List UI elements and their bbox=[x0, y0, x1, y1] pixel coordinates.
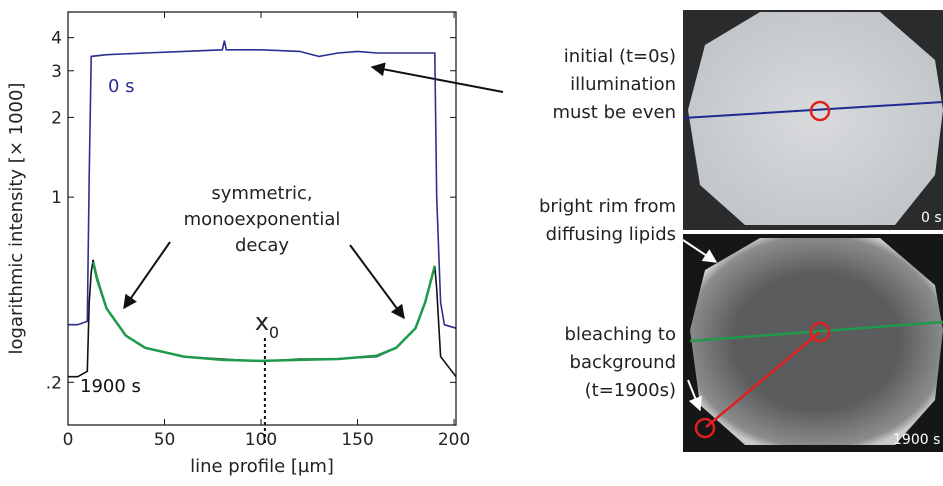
annotation: decay bbox=[235, 235, 289, 256]
image-label: 0 s bbox=[921, 210, 942, 226]
x-tick-label: 0 bbox=[63, 430, 74, 450]
profile-line bbox=[682, 101, 943, 119]
bleach-line bbox=[705, 331, 821, 428]
y-tick-label: 3 bbox=[51, 62, 62, 82]
y-axis-label: logarithmic intensity [× 1000] bbox=[6, 83, 27, 355]
annotation: illumination bbox=[570, 74, 676, 95]
annotation: initial (t=0s) bbox=[564, 46, 676, 67]
x-tick-label: 150 bbox=[341, 430, 373, 450]
x0-label: x bbox=[255, 308, 269, 336]
series-line bbox=[68, 40, 457, 329]
annotation: monoexponential bbox=[184, 209, 341, 230]
x-tick-label: 100 bbox=[245, 430, 277, 450]
y-tick-label: 4 bbox=[51, 29, 62, 49]
y-tick-label: 1 bbox=[51, 188, 62, 208]
arrow bbox=[370, 62, 504, 93]
annotation: bleaching to bbox=[565, 324, 676, 345]
center-marker bbox=[809, 321, 831, 343]
plot: 0 s 1900 s 0 50 100 150 200 .2 1 2 3 4 line profile … bbox=[6, 11, 470, 477]
annotation: must be even bbox=[552, 102, 676, 123]
background-marker bbox=[694, 417, 716, 439]
x-tick-label: 200 bbox=[438, 430, 470, 450]
arrow bbox=[687, 379, 702, 412]
series-label: 0 s bbox=[108, 76, 135, 97]
profile-line bbox=[689, 320, 943, 343]
arrow bbox=[123, 241, 171, 310]
series-line bbox=[91, 261, 437, 363]
annotation: symmetric, bbox=[211, 183, 312, 204]
annotation: diffusing lipids bbox=[546, 224, 676, 245]
annotation: (t=1900s) bbox=[585, 380, 676, 401]
image-label: 1900 s bbox=[893, 432, 940, 448]
y-tick-label: 2 bbox=[51, 108, 62, 128]
series-label: 1900 s bbox=[80, 376, 141, 397]
annotation: bright rim from bbox=[539, 196, 676, 217]
x-axis-label: line profile [µm] bbox=[190, 456, 334, 477]
x0-subscript: 0 bbox=[269, 323, 279, 342]
y-tick-label: .2 bbox=[46, 373, 62, 393]
arrow bbox=[682, 239, 718, 263]
arrow bbox=[349, 244, 405, 320]
annotation: background bbox=[570, 352, 676, 373]
x-tick-label: 50 bbox=[154, 430, 176, 450]
plot-frame bbox=[67, 11, 457, 426]
center-marker bbox=[809, 100, 831, 122]
